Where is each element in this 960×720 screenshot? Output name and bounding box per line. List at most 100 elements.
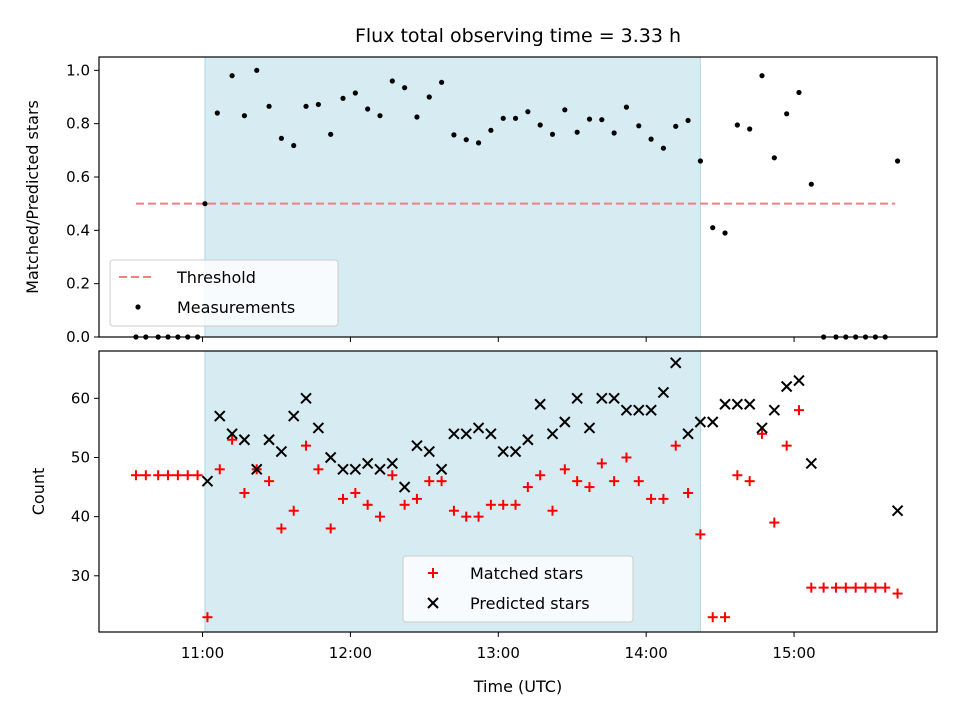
measurement-point: [808, 181, 814, 187]
x-marker-b: [608, 392, 620, 405]
measurement-point: [340, 95, 346, 101]
matched-star-point: [646, 493, 657, 504]
measurement-point: [599, 117, 605, 123]
x-marker-b: [670, 357, 682, 369]
bottom-y-axis-label: Count: [29, 468, 48, 516]
predicted-star-point: [214, 410, 226, 422]
x-marker-b: [275, 445, 288, 458]
matched-star-point: [850, 582, 861, 593]
x-marker-b: [534, 398, 546, 410]
x-marker-b: [793, 374, 805, 387]
x-marker-b: [448, 428, 460, 440]
legend-predicted-label: Predicted stars: [470, 594, 590, 613]
legend-box: [109, 259, 339, 327]
predicted-star-point: [435, 463, 448, 476]
measurement-point: [771, 155, 777, 161]
predicted-star-point: [743, 398, 756, 410]
matched-star-point: [239, 487, 250, 498]
matched-star-point: [720, 612, 731, 623]
predicted-star-point: [645, 404, 657, 416]
predicted-star-point: [522, 434, 534, 446]
top-x-ticks: [202, 337, 795, 342]
y-tick-label: 0.2: [66, 275, 90, 293]
predicted-star-point: [657, 386, 670, 399]
predicted-star-point: [707, 416, 719, 428]
measurement-point: [512, 115, 519, 121]
top-y-ticks: 0.0 0.2 0.4 0.6 0.8 1.0: [66, 61, 99, 346]
matched-star-point: [227, 434, 238, 445]
predicted-star-point: [694, 416, 707, 428]
x-marker-b: [743, 398, 756, 410]
predicted-star-point: [485, 428, 497, 440]
x-marker-b: [891, 505, 904, 517]
x-tick-label: 12:00: [329, 644, 372, 662]
legend-measurement-swatch: [135, 304, 141, 310]
x-marker-b: [645, 404, 657, 416]
measurement-point: [414, 114, 420, 120]
matched-star-point: [535, 470, 546, 481]
x-marker-b: [657, 386, 670, 399]
predicted-star-point: [300, 392, 312, 405]
x-marker-b: [805, 457, 818, 470]
predicted-star-point: [719, 398, 731, 410]
y-tick-label: 0.8: [66, 115, 90, 133]
x-marker-b: [780, 380, 793, 393]
x-marker-b: [596, 392, 608, 405]
predicted-star-point: [633, 404, 645, 416]
x-marker-b: [337, 463, 349, 476]
x-axis-label: Time (UTC): [473, 677, 562, 696]
measurement-point: [623, 104, 630, 110]
measurement-point: [796, 89, 802, 96]
legend-threshold-label: Threshold: [176, 268, 256, 287]
predicted-star-point: [731, 398, 744, 410]
predicted-star-point: [226, 428, 238, 440]
x-marker-b: [324, 451, 337, 464]
x-marker-b: [620, 404, 633, 416]
x-marker-b: [312, 422, 325, 434]
matched-star-point: [860, 582, 871, 593]
predicted-star-point: [460, 428, 472, 440]
matched-star-point: [163, 470, 174, 481]
measurement-point: [229, 73, 235, 79]
measurement-point: [574, 129, 580, 135]
matched-star-point: [670, 440, 681, 451]
matched-star-point: [424, 476, 435, 487]
matched-star-point: [498, 499, 509, 510]
predicted-star-point: [349, 463, 362, 476]
measurement-point: [352, 90, 358, 96]
legend-box: [402, 555, 634, 623]
matched-star-point: [387, 470, 398, 481]
x-marker-b: [411, 439, 423, 452]
measurement-point: [377, 113, 383, 119]
legend-predicted-swatch: [427, 597, 439, 609]
measurement-point: [759, 73, 765, 79]
measurement-point: [894, 158, 901, 164]
predicted-star-point: [509, 445, 522, 458]
predicted-star-point: [805, 457, 818, 470]
matched-star-point: [609, 476, 620, 487]
bottom-axes-frame: [98, 350, 938, 633]
x-marker-b: [497, 445, 509, 458]
measurement-point: [254, 67, 260, 73]
measurement-point: [549, 131, 556, 137]
x-marker-b: [485, 428, 497, 440]
predicted-star-point: [583, 422, 596, 434]
measurement-point: [685, 117, 691, 124]
matched-star-point: [695, 529, 706, 540]
predicted-star-point: [448, 428, 460, 440]
x-marker-b: [226, 428, 238, 440]
predicted-star-point: [423, 445, 435, 458]
x-marker-b: [423, 445, 435, 458]
measurement-point: [488, 127, 494, 133]
predicted-star-point: [608, 392, 620, 405]
matched-star-point: [338, 493, 349, 504]
top-panel: 0.0 0.2 0.4 0.6 0.8 1.0 Matched/Predicted sta…: [23, 56, 938, 346]
matched-star-point: [172, 470, 183, 481]
matched-star-point: [301, 440, 312, 451]
matched-star-point: [633, 476, 644, 487]
y-tick-label: 40: [71, 508, 90, 526]
matched-star-point: [448, 505, 459, 516]
matched-star-point: [870, 582, 881, 593]
x-marker-b: [288, 410, 300, 422]
y-tick-label: 1.0: [66, 61, 90, 79]
